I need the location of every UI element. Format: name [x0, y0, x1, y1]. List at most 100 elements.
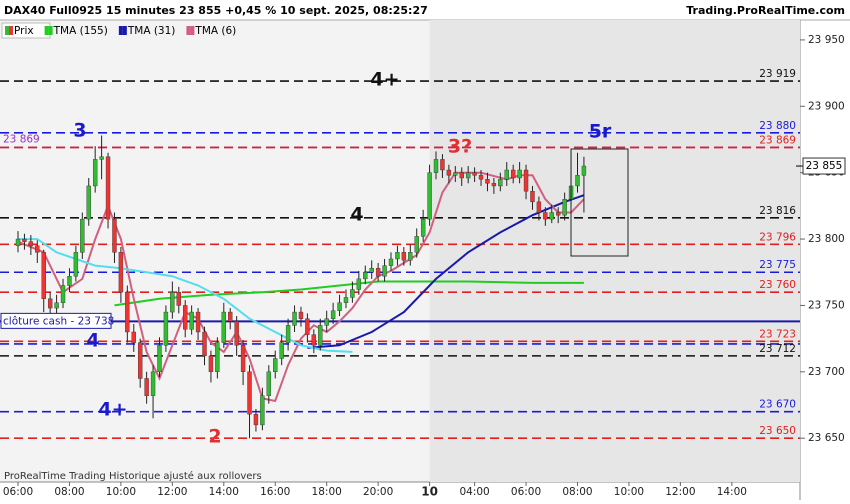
legend-label: TMA (31): [127, 25, 176, 37]
candle-body: [382, 265, 387, 277]
candle-body: [369, 268, 374, 273]
candle-body: [247, 371, 252, 415]
candle-body: [305, 318, 310, 335]
annotation: 3: [73, 120, 86, 142]
x-tick-label: 18:00: [312, 486, 342, 498]
candle-body: [324, 318, 329, 326]
indicator-line: [307, 194, 585, 349]
candle-body: [311, 334, 317, 346]
candle-body: [433, 159, 439, 173]
indicator-line: [114, 280, 584, 307]
candle-body: [459, 172, 464, 179]
level-label: 23 816: [759, 205, 796, 217]
candle-body: [150, 371, 156, 396]
candle-body: [318, 325, 323, 346]
candle-body: [510, 169, 516, 179]
level-label: 23 670: [759, 399, 796, 411]
candle-body: [28, 241, 34, 246]
annotation: 4+: [98, 399, 127, 421]
candle-body: [337, 302, 342, 311]
legend-swatch: [186, 26, 191, 35]
annotation: 2: [208, 426, 221, 448]
level-label: 23 650: [759, 425, 796, 437]
candle-body: [530, 191, 535, 203]
candle-body: [137, 342, 143, 379]
candle-body: [427, 172, 432, 220]
candle-body: [183, 305, 188, 330]
source: Trading.ProRealTime.com: [686, 4, 845, 17]
candle-body: [517, 169, 522, 179]
level-label: 23 869: [759, 134, 796, 146]
candle-body: [472, 172, 477, 176]
candle-body: [292, 311, 297, 326]
candle-body: [60, 285, 66, 303]
candle-body: [350, 289, 355, 298]
candle-body: [298, 311, 304, 319]
y-tick-label: 23 800: [808, 233, 845, 245]
candle-body: [163, 311, 169, 346]
candle-body: [388, 258, 394, 266]
candle-body: [556, 212, 561, 216]
highlight-box: [570, 148, 629, 257]
candle-body: [131, 331, 136, 343]
candle-body: [92, 159, 98, 187]
candle-body: [575, 175, 580, 187]
candle-body: [112, 218, 117, 253]
y-tick-label: 23 950: [808, 34, 845, 46]
candle-body: [170, 291, 175, 313]
legend-swatch: [48, 26, 53, 35]
x-tick-label: 06:00: [511, 486, 541, 498]
current-price-label: 23 855: [806, 160, 843, 172]
annotation: 4: [86, 330, 99, 352]
legend-label: TMA (155): [53, 25, 108, 37]
candle-body: [35, 245, 40, 253]
level-label: 23 796: [759, 231, 796, 243]
x-tick-label: 06:00: [3, 486, 33, 498]
level-label: 23 712: [759, 343, 796, 355]
session-background: [429, 20, 800, 482]
candle-body: [375, 268, 381, 277]
footer: ProRealTime Trading Historique ajusté au…: [4, 470, 262, 482]
candle-body: [86, 185, 91, 220]
level-label: 23 919: [759, 68, 796, 80]
legend-label: TMA (6): [194, 25, 236, 37]
x-tick-label: 10:00: [614, 486, 644, 498]
candle-body: [478, 175, 484, 180]
candle-body: [440, 159, 445, 171]
candle-body: [285, 325, 291, 343]
candle-body: [240, 345, 246, 373]
candle-body: [144, 378, 149, 396]
candle-body: [105, 156, 111, 220]
candle-body: [543, 212, 548, 220]
candle-body: [266, 371, 272, 396]
candle-body: [47, 298, 53, 309]
y-tick-label: 23 650: [808, 432, 845, 444]
level-label: 23 880: [759, 120, 796, 132]
candle-body: [22, 238, 27, 242]
candle-body: [356, 278, 362, 290]
candle-body: [446, 169, 452, 176]
legend-swatch: [44, 26, 49, 35]
candle-body: [208, 355, 214, 373]
candle-body: [549, 212, 554, 220]
candle-body: [221, 311, 226, 343]
annotation: 3?: [448, 136, 472, 158]
candle-body: [195, 311, 201, 333]
candle-body: [15, 238, 21, 246]
candle-body: [343, 297, 349, 303]
legend-swatch: [122, 26, 127, 35]
candle-body: [504, 169, 509, 180]
candle-body: [491, 183, 497, 187]
legend-swatch: [118, 26, 123, 35]
level-label: 23 869: [3, 133, 40, 145]
level-label: 23 760: [759, 279, 796, 291]
candle-body: [453, 172, 458, 176]
x-tick-label: 14:00: [209, 486, 239, 498]
candle-body: [228, 311, 233, 322]
x-tick-label: 12:00: [157, 486, 187, 498]
legend-label: Prix: [14, 25, 34, 37]
x-tick-label: 04:00: [459, 486, 489, 498]
candle-body: [202, 331, 207, 357]
